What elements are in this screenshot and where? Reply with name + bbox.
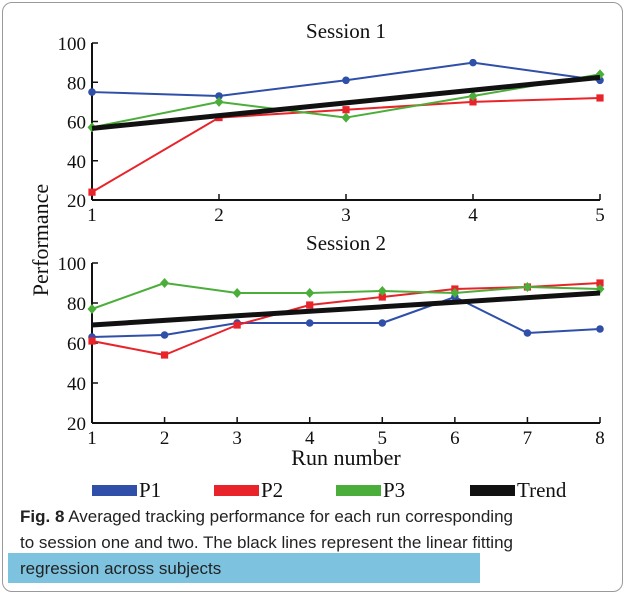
legend-swatch-p3 (336, 485, 381, 496)
x-tick-label: 4 (305, 428, 315, 449)
legend: P1 P2 P3 Trend (92, 478, 567, 502)
point-p1 (469, 58, 477, 67)
point-p1 (523, 329, 532, 337)
caption-line-3: regression across subjects (20, 559, 222, 578)
legend-label-p2: P2 (261, 478, 283, 502)
point-p1 (596, 325, 604, 333)
point-p3 (450, 288, 460, 298)
y-axis-label: Performance (28, 184, 53, 296)
point-p1 (378, 319, 387, 327)
x-tick-label: 5 (378, 428, 388, 449)
point-p2 (596, 279, 604, 287)
y-tick-label: 40 (67, 374, 86, 395)
y-tick-label: 80 (67, 294, 86, 315)
plot-title: Session 2 (306, 231, 386, 255)
point-p3 (232, 288, 242, 298)
plot-session-2: Session 2 20 40 60 80 100 1 2 3 4 5 6 7 8 (58, 231, 605, 449)
y-tick-label: 20 (67, 414, 86, 435)
point-p3 (305, 288, 315, 298)
point-p3 (522, 282, 532, 292)
point-p2 (306, 301, 314, 309)
y-tick-label: 60 (67, 334, 86, 355)
y-tick-label: 20 (67, 191, 86, 212)
x-tick-label: 8 (595, 428, 605, 449)
x-axis-label: Run number (291, 445, 401, 470)
x-tick-label: 1 (87, 205, 97, 226)
y-tick-label: 60 (67, 113, 86, 134)
y-tick-label: 40 (67, 152, 86, 173)
plot-session-1: Session 1 20 40 60 80 100 1 2 3 4 5 (58, 19, 605, 226)
plot-title: Session 1 (306, 19, 386, 43)
legend-label-p1: P1 (139, 478, 161, 502)
point-p3 (377, 286, 387, 296)
legend-swatch-p2 (214, 485, 259, 496)
x-tick-label: 5 (595, 205, 605, 226)
y-tick-label: 100 (58, 34, 87, 55)
point-p2 (88, 337, 96, 345)
legend-item-trend: Trend (470, 478, 567, 502)
x-tick-label: 3 (341, 205, 351, 226)
point-p1 (305, 319, 314, 327)
caption-text-1: Averaged tracking performance for each r… (68, 507, 513, 526)
point-p2 (160, 351, 169, 359)
point-p2 (596, 94, 604, 102)
performance-chart: Session 1 20 40 60 80 100 1 2 3 4 5 Session 2 20 40 60… (28, 19, 605, 502)
point-p3 (87, 304, 97, 314)
legend-label-p3: P3 (383, 478, 405, 502)
legend-item-p1: P1 (92, 478, 161, 502)
series-line-p1 (91, 296, 601, 338)
legend-swatch-trend (470, 485, 515, 496)
x-tick-label: 4 (468, 205, 478, 226)
x-tick-label: 7 (523, 428, 533, 449)
point-p3 (214, 96, 224, 107)
legend-item-p2: P2 (214, 478, 283, 502)
x-tick-label: 6 (450, 428, 460, 449)
point-p2 (233, 321, 241, 329)
legend-item-p3: P3 (336, 478, 405, 502)
series-line-p3 (91, 282, 601, 310)
point-p2 (378, 293, 386, 301)
point-p2 (342, 106, 350, 114)
point-p1 (215, 92, 223, 100)
point-p3 (160, 278, 170, 288)
point-p1 (160, 331, 169, 339)
x-tick-label: 2 (214, 205, 224, 226)
x-tick-label: 3 (232, 428, 242, 449)
point-p3 (468, 90, 478, 101)
caption-line-1: Fig. 8 Averaged tracking performance for… (20, 504, 513, 530)
x-tick-label: 1 (87, 428, 97, 449)
y-tick-label: 100 (58, 254, 87, 275)
caption-line-2: to session one and two. The black lines … (20, 533, 513, 552)
series-line-trend (91, 290, 601, 328)
y-tick-label: 80 (67, 73, 86, 94)
point-p3 (341, 112, 351, 123)
legend-swatch-p1 (92, 485, 137, 496)
point-p2 (88, 188, 96, 196)
caption-highlight (8, 553, 480, 583)
figure-label: Fig. 8 (20, 507, 65, 526)
point-p2 (469, 98, 477, 106)
legend-label-trend: Trend (517, 478, 567, 502)
series-line-trend (91, 74, 601, 131)
point-p1 (88, 88, 96, 96)
point-p1 (342, 76, 350, 85)
x-tick-label: 2 (160, 428, 170, 449)
